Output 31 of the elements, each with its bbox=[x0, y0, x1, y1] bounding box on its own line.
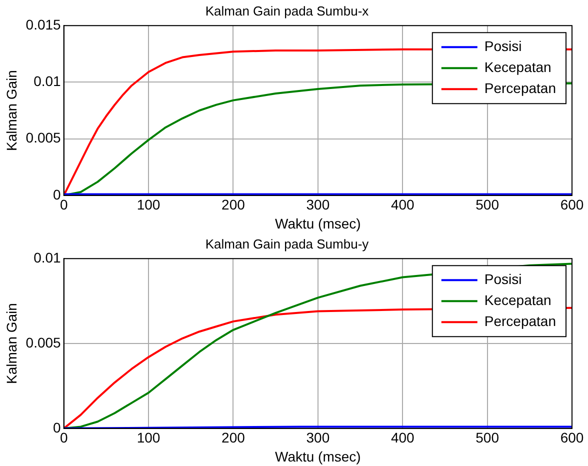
chart-title: Kalman Gain pada Sumbu-y bbox=[205, 236, 370, 252]
y-tick-label: 0.01 bbox=[34, 73, 62, 90]
y-axis-title: Kalman Gain bbox=[3, 303, 20, 384]
x-tick-label: 100 bbox=[136, 430, 160, 446]
legend-label: Percepatan bbox=[484, 312, 556, 329]
x-axis-title: Waktu (msec) bbox=[275, 448, 361, 464]
legend-label: Posisi bbox=[484, 38, 522, 54]
x-tick-label: 600 bbox=[560, 196, 584, 213]
x-tick-label: 300 bbox=[306, 430, 330, 446]
x-tick-label: 100 bbox=[136, 196, 160, 213]
legend-label: Posisi bbox=[484, 270, 522, 287]
x-tick-label: 400 bbox=[390, 196, 415, 213]
x-tick-label: 200 bbox=[222, 196, 246, 213]
y-axis-title: Kalman Gain bbox=[3, 70, 20, 151]
y-tick-label: 0.01 bbox=[34, 249, 62, 266]
legend-label: Kecepatan bbox=[484, 292, 552, 308]
legend-label: Kecepatan bbox=[484, 58, 552, 75]
y-tick-label: 0.015 bbox=[26, 16, 62, 32]
y-tick-label: 0 bbox=[53, 419, 62, 436]
legend-label: Percepatan bbox=[484, 80, 556, 96]
x-tick-label: 200 bbox=[222, 430, 246, 446]
chart-title: Kalman Gain pada Sumbu-x bbox=[205, 3, 370, 18]
y-tick-label: 0.005 bbox=[26, 130, 62, 146]
y-tick-label: 0.005 bbox=[26, 334, 62, 350]
x-axis-title: Waktu (msec) bbox=[275, 215, 361, 232]
x-tick-label: 300 bbox=[306, 196, 330, 213]
y-tick-label: 0 bbox=[53, 186, 62, 202]
x-tick-label: 600 bbox=[560, 430, 584, 446]
x-tick-label: 500 bbox=[476, 430, 500, 446]
x-tick-label: 400 bbox=[390, 430, 415, 446]
x-tick-label: 500 bbox=[476, 196, 500, 213]
